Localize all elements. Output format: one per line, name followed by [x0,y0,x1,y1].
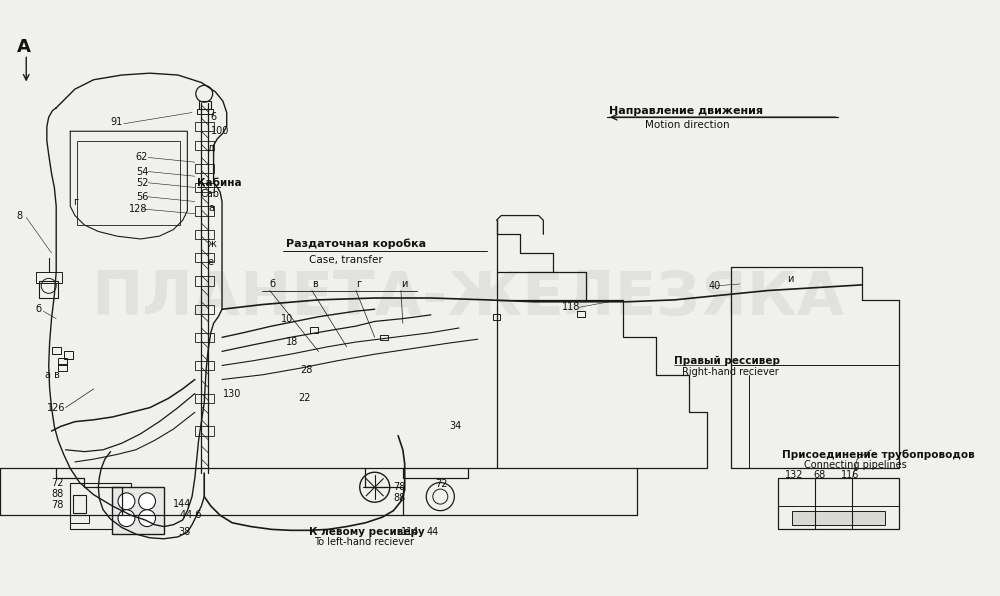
Bar [195,333,214,342]
Text: 91: 91 [111,117,123,127]
Text: 10: 10 [281,313,293,324]
Text: 44 б: 44 б [180,510,201,520]
Text: 144: 144 [173,499,192,509]
Bar [195,253,214,262]
Bar [577,311,585,316]
Bar [39,281,58,298]
Text: в: в [312,279,318,289]
Bar [199,101,211,108]
Text: 22: 22 [298,393,310,403]
Text: 28: 28 [300,365,312,375]
Bar [195,229,214,239]
Bar [195,164,214,173]
Bar [493,314,500,319]
Text: а: а [208,203,214,213]
Bar [195,277,214,286]
Bar [195,122,214,131]
Text: б: б [36,304,42,314]
Text: 126: 126 [47,403,65,412]
Text: 132: 132 [785,470,804,480]
Bar [195,426,214,436]
Text: ж: ж [208,238,217,249]
Bar [195,206,214,216]
Text: Правый рессивер: Правый рессивер [674,356,780,366]
Text: To left-hand reciever: To left-hand reciever [314,536,414,547]
Bar [77,141,180,225]
Circle shape [118,493,135,510]
Bar [70,516,89,523]
Text: A: A [17,38,31,56]
Bar [64,352,73,359]
Text: 72: 72 [436,479,448,489]
Text: 100: 100 [211,126,229,136]
Bar [36,272,62,283]
Text: Раздаточная коробка: Раздаточная коробка [286,238,426,249]
Bar [197,108,213,114]
Text: Case, transfer: Case, transfer [309,254,383,265]
Bar [778,478,899,529]
Text: 72: 72 [52,477,64,488]
Text: 38: 38 [178,527,190,537]
Text: 116: 116 [841,470,860,480]
Bar [73,495,86,514]
Circle shape [118,510,135,527]
Text: 88: 88 [393,493,406,504]
Text: 118: 118 [562,302,580,312]
Bar [70,483,131,529]
Text: 130: 130 [223,389,241,399]
Bar [195,361,214,370]
Bar [112,488,164,534]
Bar [58,358,67,365]
Text: 54: 54 [136,166,148,176]
Bar [52,347,61,354]
Text: Right-hand reciever: Right-hand reciever [682,367,779,377]
Text: Присоединение трубопроводов: Присоединение трубопроводов [782,449,975,460]
Text: а в: а в [45,370,60,380]
Bar [195,305,214,314]
Text: 62: 62 [136,153,148,163]
Text: 78: 78 [52,500,64,510]
Text: 114: 114 [401,527,419,537]
Text: 128: 128 [129,204,148,214]
Text: д: д [208,143,215,153]
Text: 88: 88 [52,489,64,499]
Text: 34: 34 [450,421,462,432]
Text: 8: 8 [17,210,23,221]
Text: и: и [401,279,407,289]
Circle shape [139,493,156,510]
Text: 52: 52 [136,178,148,188]
Text: Connecting pipelines: Connecting pipelines [804,460,907,470]
Bar [58,364,67,371]
Text: Motion direction: Motion direction [645,120,729,130]
Text: 56: 56 [136,192,148,202]
Text: ПЛАНЕТА-ЖЕЛЕЗЯКА: ПЛАНЕТА-ЖЕЛЕЗЯКА [92,269,845,327]
Text: 40: 40 [708,281,720,291]
Bar [792,511,885,524]
Circle shape [139,510,156,527]
Text: 18: 18 [286,337,298,347]
Text: г: г [73,197,78,206]
Text: 6: 6 [211,112,217,122]
Text: 44: 44 [426,527,438,537]
Text: 68: 68 [813,470,825,480]
Text: г: г [356,279,361,289]
Bar [310,327,318,333]
Bar [380,334,388,340]
Text: е: е [208,257,214,268]
Text: 78: 78 [393,482,406,492]
Bar [195,393,214,403]
Text: и: и [787,274,793,284]
Text: Cab: Cab [200,189,219,199]
Text: Направление движения: Направление движения [609,105,763,116]
Bar [195,141,214,150]
Text: К левому ресиверу: К левому ресиверу [309,527,425,537]
Text: б: б [270,279,276,289]
Text: Кабина: Кабина [197,178,241,188]
Bar [195,183,214,192]
